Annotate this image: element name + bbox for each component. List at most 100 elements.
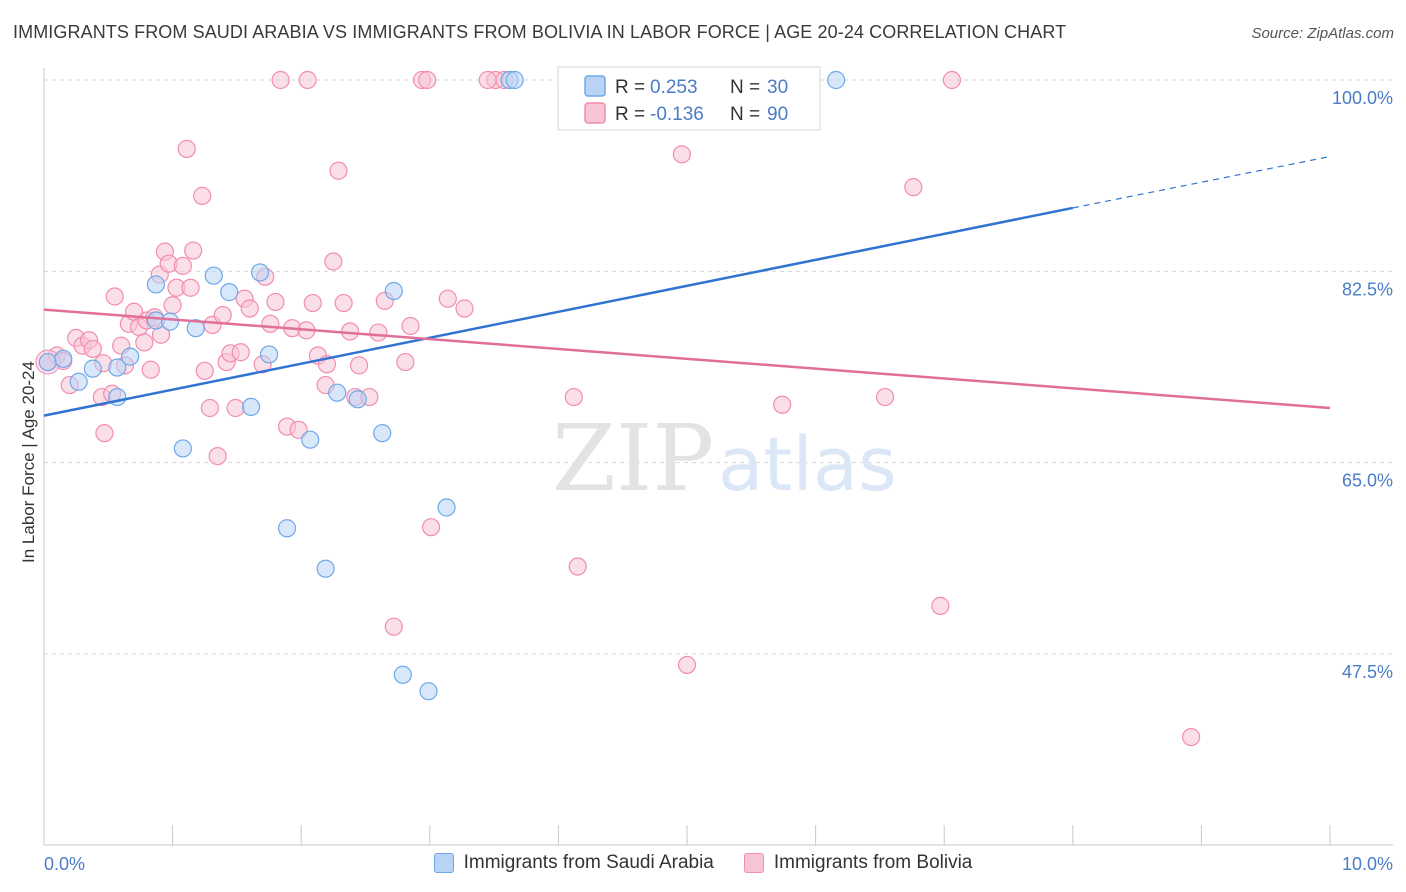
point-points-blue-1 [54,349,73,368]
axes: In Labor Force | Age 20-24 [19,68,1393,846]
legend-box-swatch-1 [584,102,606,124]
point-points-pink-73 [438,289,457,308]
point-points-blue-29 [827,70,846,90]
point-points-pink-58 [324,252,343,271]
tick-labels: 47.5% 65.0% 82.5% 100.0% 0.0% 10.0% [44,88,1393,874]
point-points-blue-9 [160,312,180,331]
point-points-pink-53 [298,70,317,90]
trend-line-saudi-arabia [43,206,1074,417]
y-tick-label-2: 82.5% [1342,279,1393,299]
point-points-blue-10 [173,439,192,458]
point-points-pink-67 [384,617,403,636]
legend-box-n-label-0: N = [730,77,760,98]
trend-lines [43,155,1331,417]
legend-box-r-label-0: R = [615,77,645,98]
point-points-blue-15 [250,263,270,282]
point-points-pink-12 [105,287,124,306]
point-points-blue-26 [437,498,456,517]
point-points-pink-31 [184,241,203,260]
point-points-pink-40 [226,398,245,418]
point-points-pink-41 [231,343,250,362]
point-points-blue-21 [348,390,367,409]
legend-swatch-blue [433,853,454,873]
legend-item-saudi-arabia[interactable]: Immigrants from Saudi Arabia [433,852,714,874]
point-points-pink-20 [141,360,160,379]
point-points-pink-65 [369,323,388,342]
point-points-blue-12 [204,266,223,285]
point-points-pink-71 [418,70,437,90]
points-bolivia [35,70,1201,747]
watermark-atlas: atlas [718,422,897,508]
point-points-pink-10 [95,424,114,443]
legend-swatch-pink [743,853,764,873]
point-points-pink-47 [266,292,285,312]
point-points-pink-84 [904,178,923,197]
point-points-pink-33 [195,361,214,380]
point-points-blue-16 [259,345,279,364]
legend-item-bolivia[interactable]: Immigrants from Bolivia [743,852,973,874]
point-points-pink-18 [135,333,154,352]
point-points-pink-74 [455,299,474,318]
point-points-pink-81 [677,655,697,675]
point-points-pink-59 [329,161,348,180]
point-points-pink-34 [200,398,219,418]
watermark: ZIP atlas [552,405,897,512]
point-points-pink-88 [478,70,497,90]
point-points-blue-23 [384,281,403,301]
point-points-pink-82 [773,395,792,414]
point-points-pink-87 [1182,727,1201,747]
y-tick-label-3: 100.0% [1332,88,1393,108]
point-points-pink-7 [83,339,102,359]
legend-label-bolivia: Immigrants from Bolivia [773,852,973,873]
legend-box-n-value-1: 90 [767,104,788,125]
point-points-blue-22 [373,424,392,443]
point-points-blue-11 [186,319,205,338]
point-points-pink-83 [875,387,895,407]
point-points-pink-85 [931,596,950,615]
point-points-pink-80 [672,145,691,164]
point-points-pink-48 [271,70,290,90]
trend-line-bolivia [43,308,1331,410]
legend-box: R = 0.253 N = 30 R = -0.136 N = 90 [557,66,821,131]
point-points-pink-72 [421,518,441,537]
point-points-blue-25 [419,682,438,701]
source-label: Source: ZipAtlas.com [1251,25,1394,42]
point-points-blue-3 [83,359,102,378]
point-points-blue-8 [146,275,165,294]
point-points-blue-20 [328,383,347,402]
point-points-pink-86 [942,70,962,90]
point-points-pink-29 [177,139,196,158]
trend-line-saudi-arabia-extension [1072,155,1331,209]
legend-box-n-value-0: 30 [767,77,788,98]
legend-box-r-value-0: 0.253 [650,77,698,98]
y-tick-label-0: 47.5% [1342,662,1393,682]
point-points-blue-13 [220,283,239,302]
legend-box-n-label-1: N = [730,104,760,125]
grid-lines [44,79,1393,655]
point-points-blue-4 [108,358,127,377]
y-tick-label-1: 65.0% [1342,471,1393,491]
point-points-pink-36 [208,447,227,466]
point-points-blue-18 [301,430,320,449]
point-points-blue-28 [505,70,524,90]
y-axis-label: In Labor Force | Age 20-24 [19,361,38,563]
point-points-pink-37 [213,305,232,325]
watermark-zip: ZIP [552,405,714,512]
point-points-pink-68 [396,352,415,372]
point-points-blue-14 [241,397,261,417]
point-points-blue-0 [38,352,57,372]
point-points-pink-26 [163,296,182,315]
point-points-pink-32 [193,186,212,205]
point-points-pink-77 [564,387,583,407]
point-points-pink-30 [181,278,200,297]
point-points-pink-54 [303,293,322,313]
point-points-pink-78 [568,557,587,576]
point-points-blue-17 [277,519,297,538]
point-points-pink-63 [349,356,369,375]
point-points-blue-19 [316,559,335,578]
legend-bottom: Immigrants from Saudi Arabia Immigrants … [0,852,1406,874]
chart-title: IMMIGRANTS FROM SAUDI ARABIA VS IMMIGRAN… [13,22,1067,42]
point-points-pink-69 [401,316,420,336]
point-points-blue-2 [69,372,88,391]
